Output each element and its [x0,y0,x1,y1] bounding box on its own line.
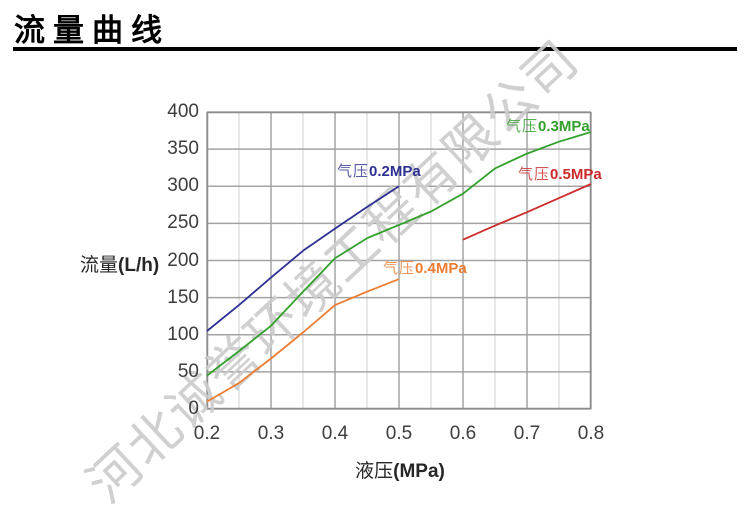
x-tick-0.6: 0.6 [449,423,477,444]
y-tick-250: 250 [167,212,199,234]
series-label-value: 0.4MPa [415,260,467,277]
y-tick-150: 150 [167,286,199,308]
flow-rate-chart: 流量(L/h) 液压(MPa) 400 350 300 250 200 150 100 50 0… [80,101,605,483]
series-line-0.3MPa [206,131,592,377]
x-tick-0.3: 0.3 [257,423,285,444]
series-label-prefix: 气压 [337,163,370,180]
series-label-value: 0.5MPa [550,166,602,183]
x-tick-0.4: 0.4 [321,423,349,444]
y-tick-0: 0 [188,398,199,419]
plot-border [206,111,592,410]
series-label-prefix: 气压 [518,166,551,183]
y-tick-300: 300 [167,175,199,197]
series-label-value: 0.2MPa [369,163,421,180]
y-axis-label-unit: (L/h) [118,255,160,276]
y-tick-100: 100 [167,323,199,345]
chart-curves [206,131,592,403]
x-tick-0.7: 0.7 [513,423,541,444]
series-line-0.2MPa [206,185,400,332]
y-tick-350: 350 [167,138,199,160]
title-rule [13,47,737,51]
series-label-0.4MPa: 气压0.4MPa [383,260,467,278]
x-tick-0.8: 0.8 [577,423,605,444]
series-label-0.2MPa: 气压0.2MPa [337,163,421,181]
x-axis-label-unit: (MPa) [393,461,445,482]
y-tick-50: 50 [177,360,199,382]
series-label-value: 0.3MPa [538,118,590,135]
series-label-prefix: 气压 [383,260,416,277]
y-tick-400: 400 [167,101,199,122]
page-title: 流量曲线 [14,13,170,48]
series-label-prefix: 气压 [506,118,539,135]
y-tick-200: 200 [167,249,199,271]
series-label-0.3MPa: 气压0.3MPa [506,118,590,136]
x-tick-0.2: 0.2 [193,423,221,444]
series-label-0.5MPa: 气压0.5MPa [518,166,602,184]
x-axis-label: 液压(MPa) [355,456,445,483]
x-tick-0.5: 0.5 [385,423,413,444]
series-line-0.4MPa [206,278,400,403]
series-line-0.5MPa [462,183,592,241]
x-axis-label-cn: 液压 [355,461,394,482]
y-axis-label: 流量(L/h) [80,250,159,277]
y-axis-label-cn: 流量 [80,255,119,276]
